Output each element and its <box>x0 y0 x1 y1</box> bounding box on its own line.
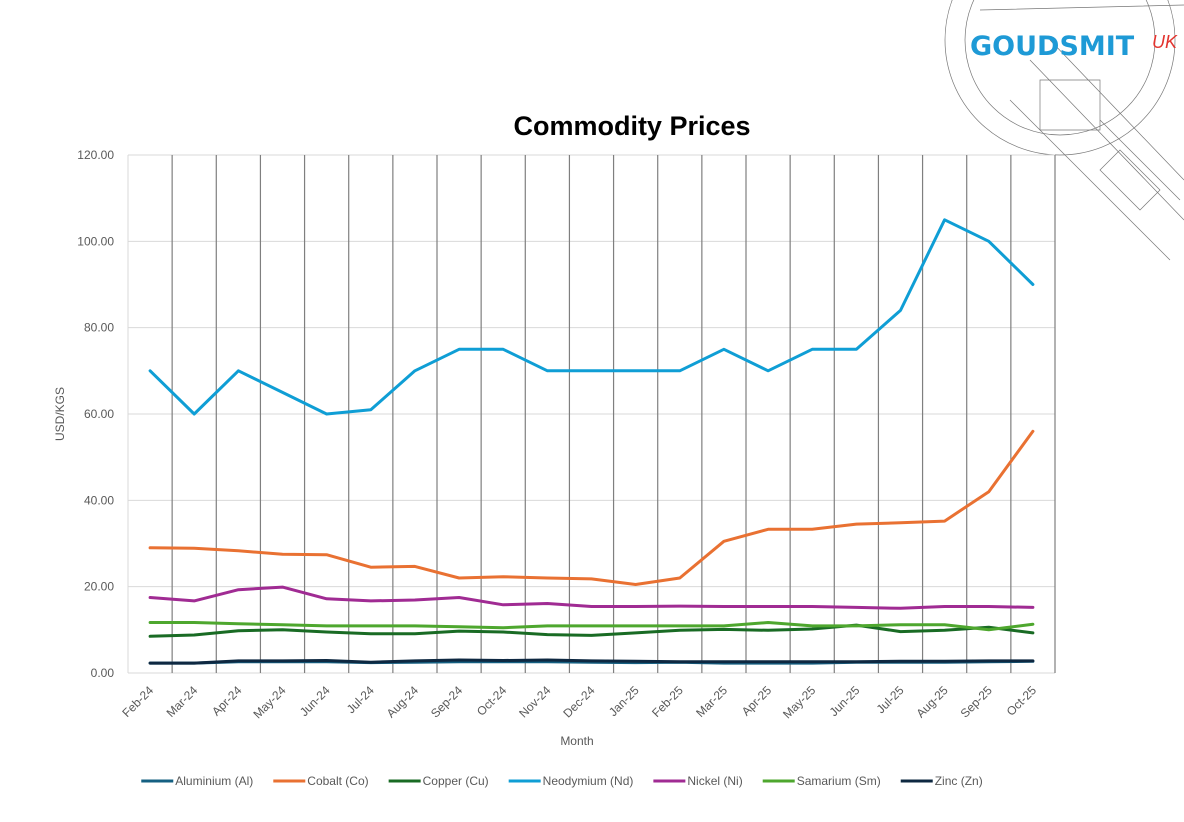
chart-title: Commodity Prices <box>513 111 750 141</box>
x-tick-label: Dec-24 <box>560 683 597 720</box>
x-tick-label: Jun-24 <box>297 683 333 719</box>
x-tick-label: Jan-25 <box>606 683 642 719</box>
x-tick-label: Nov-24 <box>516 683 553 720</box>
x-tick-label: Oct-24 <box>474 683 510 719</box>
y-tick-label: 60.00 <box>84 407 114 421</box>
x-tick-label: Feb-24 <box>119 683 156 720</box>
series-line <box>148 658 1035 665</box>
logo-suffix: UK <box>1152 32 1178 52</box>
x-tick-label: May-24 <box>250 683 288 721</box>
x-tick-label: May-25 <box>780 683 818 721</box>
legend-label: Neodymium (Nd) <box>543 774 634 788</box>
legend: Aluminium (Al) Cobalt (Co) Copper (Cu) Neod… <box>141 774 983 788</box>
y-tick-label: 40.00 <box>84 493 114 507</box>
x-tick-label: Jul-25 <box>874 683 907 716</box>
series-line <box>148 621 1035 632</box>
x-tick-label: Mar-24 <box>164 683 201 720</box>
background-drawing <box>944 0 1184 261</box>
y-tick-label: 100.00 <box>77 234 114 248</box>
x-tick-label: Sep-24 <box>428 683 465 720</box>
x-tick-label: Apr-24 <box>209 683 245 719</box>
series-line <box>148 429 1035 586</box>
legend-label: Aluminium (Al) <box>175 774 253 788</box>
x-tick-label: Mar-25 <box>693 683 730 720</box>
x-axis-title: Month <box>560 734 593 748</box>
legend-label: Samarium (Sm) <box>797 774 881 788</box>
x-tick-label: Jun-25 <box>827 683 863 719</box>
x-tick-label: Aug-25 <box>913 683 950 720</box>
x-tick-label: Sep-25 <box>958 683 995 720</box>
x-tick-label: Jul-24 <box>344 683 377 716</box>
y-tick-label: 120.00 <box>77 148 114 162</box>
y-axis-title: USD/KGS <box>53 387 67 441</box>
y-tick-label: 80.00 <box>84 321 114 335</box>
y-tick-label: 0.00 <box>91 666 115 680</box>
series-line <box>148 623 1035 638</box>
legend-label: Copper (Cu) <box>423 774 489 788</box>
series-line <box>148 218 1035 416</box>
y-tick-label: 20.00 <box>84 580 114 594</box>
logo: GOUDSMIT <box>970 31 1135 62</box>
legend-label: Nickel (Ni) <box>687 774 742 788</box>
x-tick-label: Aug-24 <box>384 683 421 720</box>
legend-label: Cobalt (Co) <box>307 774 368 788</box>
legend-label: Zinc (Zn) <box>935 774 983 788</box>
series-line <box>148 585 1035 610</box>
x-tick-label: Apr-25 <box>739 683 775 719</box>
x-tick-label: Feb-25 <box>649 683 686 720</box>
x-tick-label: Oct-25 <box>1004 683 1040 719</box>
